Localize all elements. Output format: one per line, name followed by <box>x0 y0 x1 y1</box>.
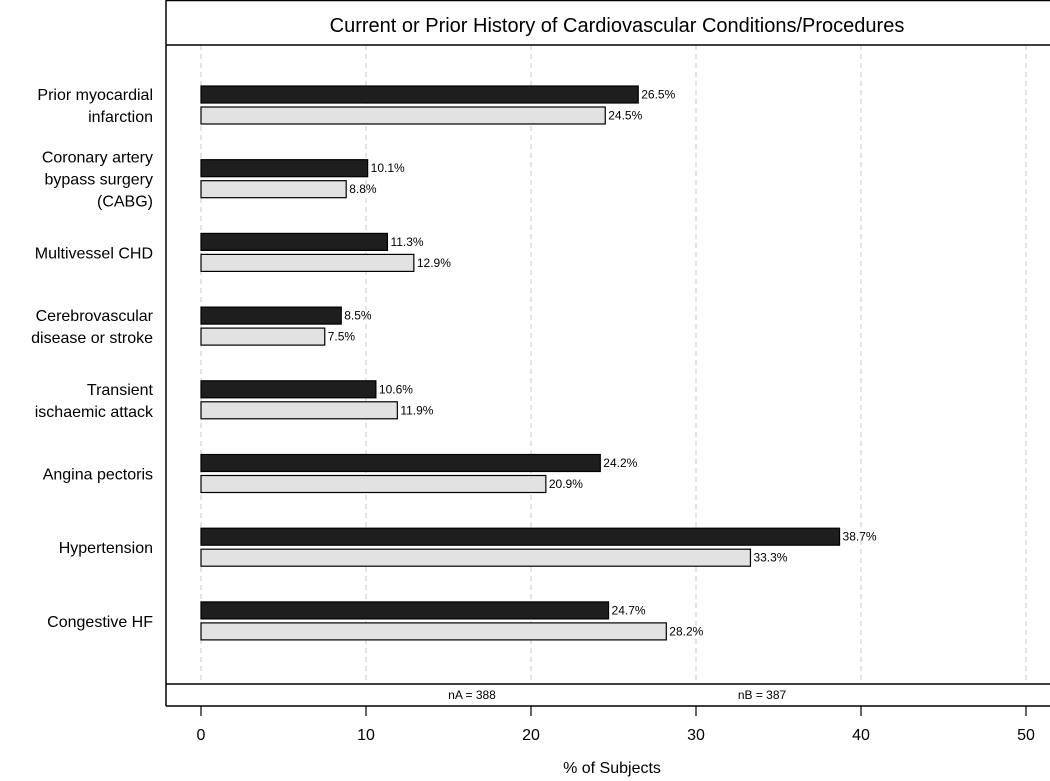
data-label: 38.7% <box>843 530 877 544</box>
data-labels: 26.5% 10.1% 11.3% 8.5% 10.6% 24.2% 38.7% 24.7% 2… <box>328 88 877 639</box>
chart-title: Current or Prior History of Cardiovascul… <box>330 15 905 37</box>
x-tick-label: 50 <box>1017 727 1035 744</box>
x-axis: 0 10 20 30 40 50 <box>197 706 1035 744</box>
bar-series2 <box>200 474 547 494</box>
bar-series2 <box>200 548 752 567</box>
bar-series2 <box>200 253 415 272</box>
data-label: 24.2% <box>603 456 637 470</box>
bar-series1 <box>200 601 610 620</box>
data-label: 11.3% <box>390 235 423 249</box>
category-label: Angina pectoris <box>43 467 153 484</box>
bar-series1 <box>200 232 389 251</box>
bar-series1 <box>200 159 369 178</box>
category-label-line: Angina pectoris <box>43 467 153 484</box>
category-label-line: (CABG) <box>97 194 153 211</box>
category-label-line: ischaemic attack <box>35 404 154 421</box>
category-label-line: disease or stroke <box>31 330 153 347</box>
bar-series2 <box>200 180 347 199</box>
data-label: 20.9% <box>549 477 583 491</box>
data-label: 24.5% <box>608 109 642 123</box>
plot-frame <box>165 0 1050 707</box>
bar-series2 <box>200 401 398 420</box>
x-tick-label: 30 <box>687 727 705 744</box>
bar-series1 <box>200 85 639 104</box>
data-label: 7.5% <box>328 330 356 344</box>
bar-series2 <box>200 622 667 641</box>
bars <box>200 85 841 641</box>
category-label: Coronary artery bypass surgery (CABG) <box>42 150 153 211</box>
footnote-na: nA = 388 <box>448 688 496 702</box>
x-axis-title: % of Subjects <box>563 760 661 777</box>
bar-series1 <box>200 380 377 399</box>
category-label-line: Transient <box>87 382 154 399</box>
data-label: 33.3% <box>753 551 787 565</box>
category-label-line: Congestive HF <box>47 614 153 631</box>
data-label: 8.5% <box>344 309 372 323</box>
data-label: 28.2% <box>669 624 703 638</box>
data-label: 24.7% <box>612 603 646 617</box>
x-tick-label: 20 <box>522 727 540 744</box>
category-label-line: infarction <box>88 109 153 126</box>
x-tick-label: 10 <box>357 727 375 744</box>
category-label: Multivessel CHD <box>35 245 153 262</box>
footnote-nb: nB = 387 <box>738 688 787 702</box>
bar-series1 <box>200 306 342 325</box>
category-label-line: Coronary artery <box>42 150 153 167</box>
category-label: Transient ischaemic attack <box>35 382 154 421</box>
category-label-line: Prior myocardial <box>37 87 153 104</box>
x-tick-label: 0 <box>197 727 206 744</box>
category-label-line: Cerebrovascular <box>36 308 154 325</box>
data-label: 10.1% <box>371 161 405 175</box>
category-label: Prior myocardial infarction <box>37 87 153 126</box>
category-label: Cerebrovascular disease or stroke <box>31 308 154 347</box>
category-label: Hypertension <box>59 540 153 557</box>
category-labels: Prior myocardial infarction Coronary arter… <box>31 87 154 631</box>
grid-lines <box>200 45 1027 684</box>
x-tick-label: 40 <box>852 727 870 744</box>
bar-series2 <box>200 327 326 346</box>
bar-series1 <box>200 527 841 546</box>
category-label-line: Multivessel CHD <box>35 245 153 262</box>
data-label: 8.8% <box>349 182 377 196</box>
category-label: Congestive HF <box>47 614 153 631</box>
category-label-line: Hypertension <box>59 540 153 557</box>
bar-series2 <box>200 106 606 125</box>
category-label-line: bypass surgery <box>45 172 154 189</box>
data-label: 10.6% <box>379 382 413 396</box>
data-label: 11.9% <box>400 403 433 417</box>
data-label: 12.9% <box>417 256 451 270</box>
data-label: 26.5% <box>641 88 675 102</box>
bar-series1 <box>200 453 601 473</box>
